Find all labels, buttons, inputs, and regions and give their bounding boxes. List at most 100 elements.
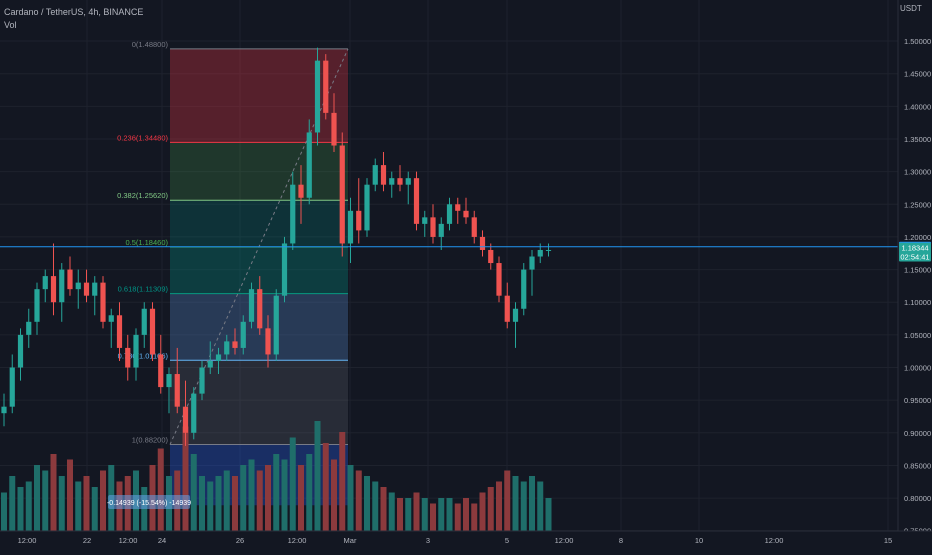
candle-body[interactable] <box>314 60 321 133</box>
candle-body[interactable] <box>50 276 57 303</box>
time-tick-label: 3 <box>426 536 430 545</box>
candle-body[interactable] <box>257 289 263 329</box>
candle-body[interactable] <box>413 178 420 224</box>
candle-body[interactable] <box>17 334 24 368</box>
price-tick-label: 1.00000 <box>904 364 931 373</box>
candle-body[interactable] <box>389 178 395 185</box>
candle-body[interactable] <box>34 289 40 322</box>
candle-body[interactable] <box>281 243 288 296</box>
candle-body[interactable] <box>397 178 403 185</box>
candle-body[interactable] <box>207 360 213 368</box>
candle-body[interactable] <box>1 406 7 414</box>
candle-body[interactable] <box>331 112 337 146</box>
candle-body[interactable] <box>471 217 477 237</box>
candle-body[interactable] <box>182 406 189 433</box>
candles[interactable] <box>1 47 552 446</box>
candle-body[interactable] <box>9 367 15 407</box>
candle-body[interactable] <box>191 393 197 433</box>
candle-body[interactable] <box>125 347 131 368</box>
candle-body[interactable] <box>141 308 147 335</box>
candle-body[interactable] <box>504 295 510 322</box>
candle-body[interactable] <box>149 308 156 355</box>
candle-body[interactable] <box>529 256 535 270</box>
candle-body[interactable] <box>108 315 114 322</box>
candle-body[interactable] <box>545 249 552 251</box>
candle-body[interactable] <box>422 217 428 224</box>
candle-body[interactable] <box>83 282 90 296</box>
time-tick-label: 12:00 <box>555 536 574 545</box>
candle-body[interactable] <box>496 263 502 296</box>
candle-body[interactable] <box>323 60 329 113</box>
volume-bar <box>9 476 16 531</box>
fib-level-label: 1(0.88200) <box>132 436 169 445</box>
candle-body[interactable] <box>232 341 238 348</box>
candle-body[interactable] <box>116 315 123 348</box>
candle-body[interactable] <box>380 165 387 185</box>
candle-body[interactable] <box>265 328 271 355</box>
candle-body[interactable] <box>92 282 98 296</box>
time-tick-label: 24 <box>158 536 166 545</box>
volume-bar <box>232 476 238 531</box>
candle-body[interactable] <box>224 341 230 355</box>
price-tick-label: 1.40000 <box>904 102 931 111</box>
candle-body[interactable] <box>67 269 73 290</box>
candle-body[interactable] <box>273 295 279 355</box>
volume-bar <box>380 487 387 531</box>
candle-body[interactable] <box>455 204 461 211</box>
candle-body[interactable] <box>512 308 519 322</box>
candle-body[interactable] <box>42 276 48 290</box>
candle-body[interactable] <box>174 374 180 407</box>
candle-body[interactable] <box>26 321 32 335</box>
time-axis[interactable]: 12:00 22 12:00 24 26 12:00 Mar 3 5 12:00 8 10 12:00 1… <box>0 530 932 550</box>
candle-body[interactable] <box>306 132 312 198</box>
time-tick-label: 12:00 <box>765 536 784 545</box>
candle-body[interactable] <box>339 145 345 244</box>
price-tick-label: 1.25000 <box>904 200 931 209</box>
candle-body[interactable] <box>430 217 436 237</box>
candle-body[interactable] <box>364 184 370 231</box>
candle-body[interactable] <box>100 282 106 322</box>
volume-bar <box>364 476 370 531</box>
candle-body[interactable] <box>215 354 222 361</box>
volume-bar <box>17 487 24 531</box>
candle-body[interactable] <box>446 204 453 224</box>
fib-level-label: 0.5(1.18460) <box>125 238 168 247</box>
candle-body[interactable] <box>488 249 494 264</box>
volume-bar <box>58 476 65 531</box>
candle-body[interactable] <box>298 184 304 198</box>
candle-body[interactable] <box>240 321 246 348</box>
price-axis[interactable]: 1.50000 1.45000 1.40000 1.35000 1.30000 1.250… <box>897 0 932 550</box>
candle-body[interactable] <box>479 236 486 250</box>
candle-body[interactable] <box>347 210 354 244</box>
volume-bar <box>487 487 494 531</box>
candle-body[interactable] <box>290 184 296 244</box>
price-tick-label: 0.80000 <box>904 494 931 503</box>
candle-body[interactable] <box>248 289 255 322</box>
candle-body[interactable] <box>463 210 469 218</box>
volume-bar <box>50 454 57 531</box>
time-tick-label: 5 <box>505 536 509 545</box>
candle-body[interactable] <box>405 178 411 185</box>
volume-bar <box>298 465 304 531</box>
candle-body[interactable] <box>59 269 65 303</box>
candle-body[interactable] <box>372 165 378 185</box>
volume-indicator-label[interactable]: Vol <box>4 20 17 30</box>
candle-body[interactable] <box>521 269 527 309</box>
candle-body[interactable] <box>158 354 164 388</box>
volume-bar <box>25 481 32 531</box>
candle-body[interactable] <box>438 223 444 237</box>
price-tick-label: 1.50000 <box>904 37 931 46</box>
volume-bar <box>281 459 288 531</box>
volume-bar <box>240 465 247 531</box>
candle-body[interactable] <box>356 210 362 231</box>
candle-body[interactable] <box>133 334 139 368</box>
candle-body[interactable] <box>537 249 543 257</box>
volume-bar <box>314 421 321 531</box>
candle-body[interactable] <box>166 374 172 388</box>
candle-body[interactable] <box>75 282 81 290</box>
candle-body[interactable] <box>199 367 205 394</box>
volume-bar <box>157 448 164 531</box>
